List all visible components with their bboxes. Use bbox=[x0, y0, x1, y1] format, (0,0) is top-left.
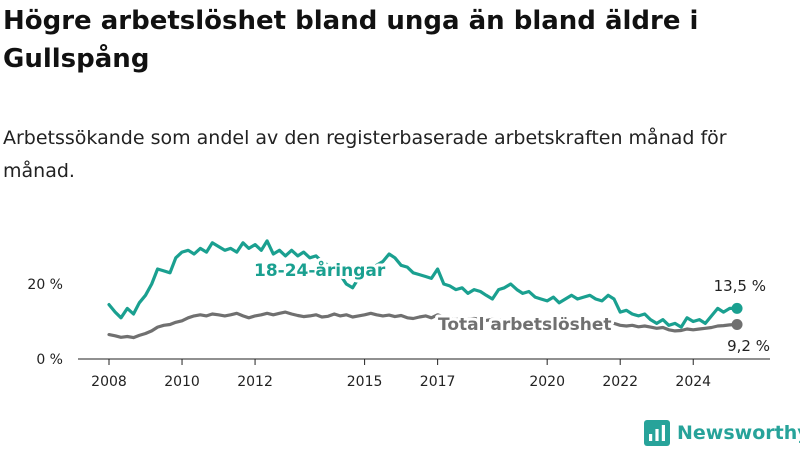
series-line-youth bbox=[107, 239, 739, 329]
x-tick-label: 2012 bbox=[237, 374, 273, 390]
x-tick-label: 2022 bbox=[602, 374, 638, 390]
x-tick-label: 2008 bbox=[91, 374, 127, 390]
y-tick-label: 0 % bbox=[36, 352, 63, 368]
series-label-youth-halo: 18-24-åringar bbox=[254, 259, 386, 281]
page-title: Högre arbetslöshet bland unga än bland ä… bbox=[3, 6, 699, 74]
series-label-youth: 18-24-åringar bbox=[254, 259, 386, 281]
series-label-total-halo: Total arbetslöshet bbox=[438, 315, 612, 335]
series-label-total: Total arbetslöshet bbox=[438, 315, 612, 335]
chart-subtitle: Arbetssökande som andel av den registerb… bbox=[3, 127, 727, 182]
series-line-total bbox=[107, 310, 739, 340]
end-label-total: 9,2 % bbox=[727, 337, 770, 355]
end-marker-youth bbox=[731, 302, 743, 314]
brand-name: Newsworthy bbox=[677, 422, 800, 444]
x-tick-label: 2020 bbox=[529, 374, 565, 390]
x-tick-label: 2015 bbox=[347, 374, 383, 390]
x-tick-label: 2024 bbox=[675, 374, 711, 390]
end-label-youth: 13,5 % bbox=[714, 277, 766, 295]
brand-logo: Newsworthy bbox=[644, 418, 800, 448]
y-tick-label: 20 % bbox=[27, 277, 63, 293]
x-tick-label: 2017 bbox=[420, 374, 456, 390]
newsworthy-logo-icon bbox=[644, 420, 670, 446]
x-tick-label: 2010 bbox=[164, 374, 200, 390]
end-marker-total bbox=[731, 319, 743, 330]
